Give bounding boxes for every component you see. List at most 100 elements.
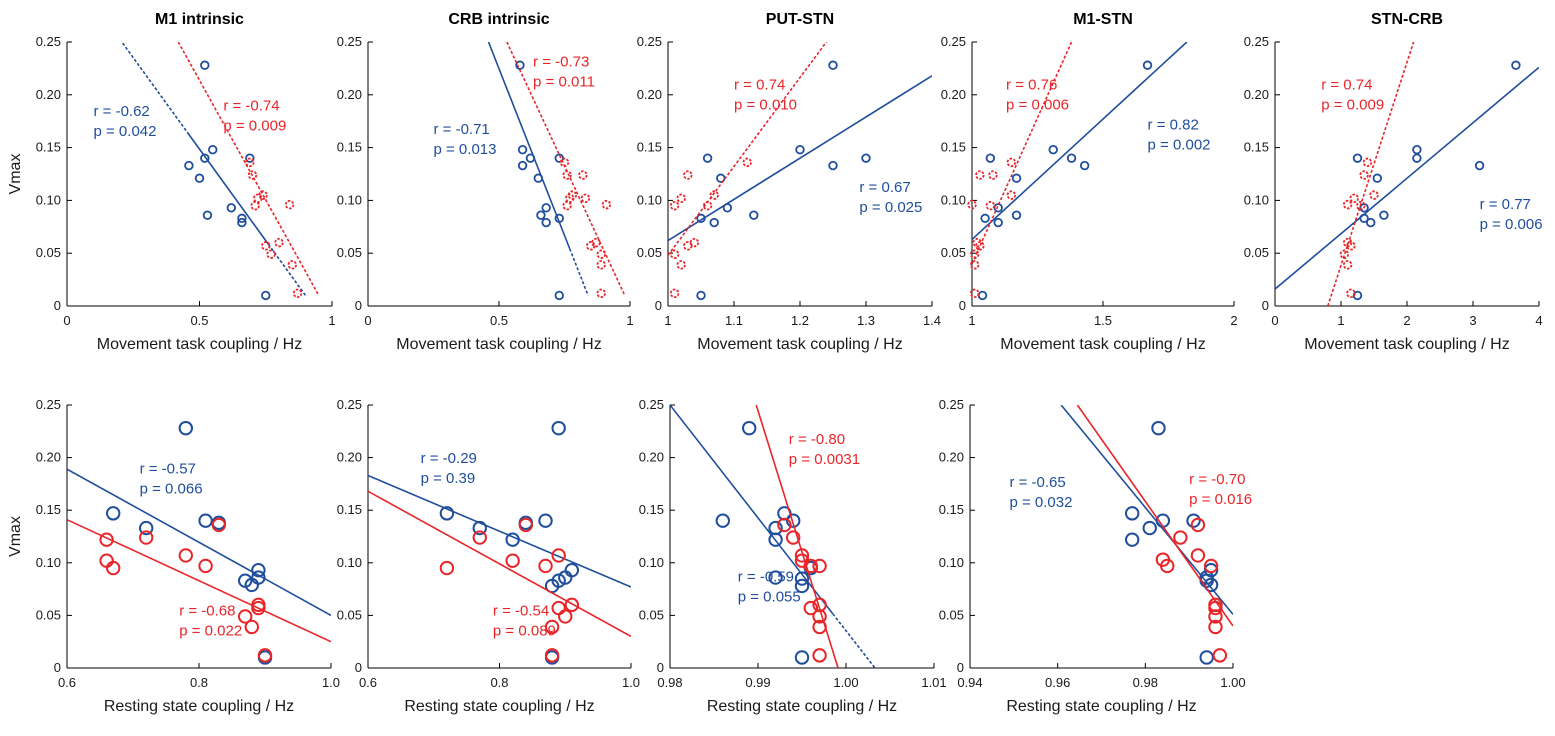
data-point	[1011, 173, 1022, 183]
y-tick-label: 0.25	[637, 34, 662, 49]
data-point	[768, 532, 783, 547]
data-point	[1372, 173, 1382, 183]
red-series: r = 0.74 p = 0.010	[668, 42, 828, 299]
data-point	[1359, 213, 1369, 224]
data-point	[247, 170, 258, 180]
panel-title: M1 intrinsic	[155, 11, 244, 28]
scatter-panel-8: 0 0.05 0.10 0.15 0.20 0.25 0.98 0.99 1.00 1.01 Res…	[639, 397, 947, 715]
data-point	[972, 237, 982, 248]
y-tick-label: 0	[1262, 298, 1269, 313]
x-tick-label: 1.5	[1094, 313, 1112, 328]
x-tick-label: 1.3	[857, 313, 875, 328]
data-point	[238, 609, 253, 624]
data-point	[106, 506, 121, 521]
scatter-panel-1: M1 intrinsic 0 0.05 0.10 0.15 0.20 0.25 0 0.5 1 Mo…	[7, 11, 336, 353]
correlation-r-label: r = 0.74	[1321, 77, 1372, 94]
data-point	[578, 170, 588, 180]
data-point	[596, 288, 606, 299]
correlation-p-label: p = 0.066	[140, 480, 203, 497]
data-point	[709, 217, 719, 228]
correlation-p-label: p = 0.055	[738, 589, 801, 606]
data-point	[967, 199, 977, 210]
data-point	[518, 517, 533, 533]
red-series: r = 0.76 p = 0.006	[967, 42, 1073, 299]
data-point	[977, 290, 988, 301]
y-tick-label: 0.20	[639, 450, 664, 465]
data-point	[284, 199, 295, 210]
data-point	[1412, 153, 1422, 163]
data-point	[1190, 548, 1206, 563]
data-point	[1203, 562, 1219, 578]
red-series: r = -0.73 p = 0.011	[506, 42, 626, 299]
y-tick-label: 0.20	[637, 87, 662, 102]
data-point	[139, 520, 154, 536]
correlation-r-label: r = -0.29	[421, 450, 477, 467]
x-axis-label: Movement task coupling / Hz	[396, 336, 601, 353]
data-point	[1151, 420, 1166, 436]
y-tick-label: 0.10	[637, 192, 662, 207]
red-series: r = -0.68 p = 0.022	[67, 517, 331, 663]
x-tick-label: 1.00	[833, 675, 858, 690]
data-point	[786, 513, 801, 528]
data-point	[742, 420, 757, 436]
data-point	[244, 619, 260, 635]
data-point	[237, 217, 247, 228]
data-point	[1124, 506, 1140, 521]
regression-line	[1076, 405, 1233, 627]
y-tick-label: 0.20	[36, 450, 61, 465]
blue-series: r = -0.65 p = 0.032	[1009, 405, 1233, 665]
correlation-r-label: r = 0.82	[1148, 117, 1199, 134]
data-point	[1011, 210, 1022, 220]
data-point	[975, 170, 985, 180]
x-axis-label: Movement task coupling / Hz	[1000, 336, 1205, 353]
x-tick-label: 4	[1535, 313, 1542, 328]
y-tick-label: 0.20	[941, 87, 966, 102]
data-point	[1048, 145, 1058, 155]
data-point	[554, 290, 564, 301]
correlation-p-label: p = 0.006	[1006, 97, 1069, 114]
y-tick-label: 0.05	[939, 607, 964, 622]
data-point	[1142, 60, 1153, 70]
y-tick-label: 0.10	[337, 555, 362, 570]
y-tick-label: 0.15	[36, 140, 61, 155]
regression-line-extrapolated	[832, 613, 876, 668]
data-point	[558, 609, 573, 624]
y-tick-label: 0.10	[337, 192, 362, 207]
y-tick-label: 0.20	[1244, 87, 1269, 102]
x-axis-label: Movement task coupling / Hz	[97, 336, 302, 353]
x-tick-label: 2	[1403, 313, 1410, 328]
correlation-p-label: p = 0.009	[1321, 97, 1384, 114]
data-point	[567, 190, 578, 200]
data-point	[596, 260, 606, 270]
data-point	[287, 260, 297, 270]
y-tick-label: 0.05	[36, 245, 61, 260]
data-point	[1356, 200, 1366, 211]
correlation-r-label: r = -0.54	[493, 602, 549, 619]
data-point	[245, 157, 255, 168]
data-point	[676, 260, 686, 270]
correlation-p-label: p = 0.39	[421, 470, 476, 487]
correlation-r-label: r = 0.67	[859, 179, 910, 196]
x-tick-label: 1.0	[322, 675, 340, 690]
regression-line	[67, 468, 331, 617]
y-tick-label: 0.25	[639, 397, 664, 412]
y-tick-label: 0	[355, 298, 362, 313]
regression-line-dashed	[668, 42, 828, 256]
y-tick-label: 0.05	[337, 245, 362, 260]
data-point	[702, 200, 713, 211]
data-point	[1352, 153, 1363, 163]
data-point	[1365, 217, 1376, 228]
data-point	[1412, 145, 1422, 155]
y-tick-label: 0.05	[941, 245, 966, 260]
data-point	[669, 288, 680, 299]
data-point	[1379, 210, 1389, 220]
data-point	[828, 60, 838, 70]
y-tick-label: 0.25	[36, 34, 61, 49]
data-point	[1346, 288, 1356, 299]
data-point	[551, 600, 566, 616]
data-point	[969, 288, 980, 299]
data-point	[586, 241, 596, 251]
y-tick-label: 0.10	[939, 555, 964, 570]
data-point	[702, 153, 713, 163]
x-axis-label: Movement task coupling / Hz	[1304, 336, 1509, 353]
